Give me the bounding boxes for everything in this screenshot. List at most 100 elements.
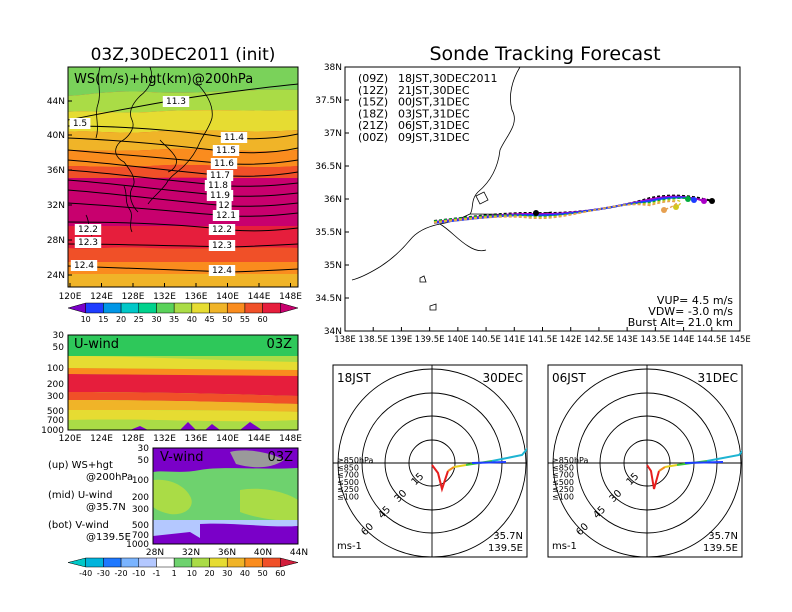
burst-point: [685, 196, 691, 202]
track-map-lon-ticks: 138E 138.5E 139E 139.5E 140E 140.5E 141E 141.5E…: [334, 327, 751, 345]
hodo-level-label: ≤100: [337, 493, 359, 502]
height-label-box: [206, 190, 234, 201]
run-code: (00Z): [358, 131, 388, 144]
bot-colorbar-swatch: [226, 557, 246, 568]
upper-lat-tick: 40N: [47, 131, 65, 141]
upper-colorbar-label: 50: [222, 315, 232, 324]
hodo-level-label: ≤500: [337, 478, 359, 487]
bot-colorbar-label: -30: [97, 569, 110, 578]
mid-lon-tick: 148E: [279, 434, 302, 444]
mid-pressure-tick: 100: [47, 364, 64, 374]
height-label: 12.1: [216, 211, 236, 221]
track-line: [433, 200, 678, 224]
upper-lon-tick: 148E: [279, 292, 302, 302]
bot-colorbar-label: 50: [258, 569, 268, 578]
mid-lon-tick: 132E: [153, 434, 176, 444]
upper-colorbar-swatch: [156, 302, 175, 314]
hodo-trace: [664, 464, 678, 468]
bot-pressure-tick: 700: [132, 531, 149, 541]
run-jst: 06JST,31DEC: [398, 119, 470, 132]
bot-colorbar-label: -1: [152, 569, 160, 578]
map-lon-tick: 143E: [616, 335, 638, 345]
map-lat-tick: 36.5N: [315, 162, 342, 172]
mid-pressure-tick: 500: [47, 407, 64, 417]
map-lon-tick: 140E: [447, 335, 469, 345]
upper-lat-tick: 24N: [47, 271, 65, 281]
bot-colorbar-label: -10: [132, 569, 145, 578]
hodograph-30dec: 15304560≥850hPa≤850≤700≤500≤250≤10018JST…: [332, 364, 528, 558]
map-lat-tick: 34.5N: [315, 294, 342, 304]
bot-colorbar-swatch: [120, 557, 140, 568]
hodo-lon: 139.5E: [703, 543, 738, 554]
upper-colorbar-label: 20: [116, 315, 126, 324]
bot-pressure-tick: 300: [132, 505, 149, 515]
bot-colorbar-swatch: [67, 557, 86, 568]
upper-band-9: [68, 262, 298, 274]
hodo-level-label: ≥850hPa: [552, 456, 589, 465]
hodo-unit: ms-1: [337, 541, 362, 552]
run-code: (12Z): [358, 84, 388, 97]
hodo-date: 30DEC: [483, 371, 523, 385]
upper-colorbar-label: 40: [187, 315, 197, 324]
map-lon-tick: 142E: [560, 335, 582, 345]
height-label-box: [210, 158, 238, 169]
height-label-box: [70, 260, 98, 271]
height-label: 12.4: [74, 261, 94, 271]
run-jst: 21JST,30DEC: [398, 84, 470, 97]
height-label: 11.6: [214, 159, 234, 169]
track-map-panel: 38N 37.5N 37N 36.5N 36N 35.5N 35N 34.5N 34N 138E…: [315, 63, 751, 345]
bot-gray-patch: [230, 450, 284, 468]
run-code: (21Z): [358, 119, 388, 132]
upper-lon-tick: 140E: [216, 292, 239, 302]
upper-band-8: [68, 247, 298, 262]
hodo-trace: [646, 464, 660, 490]
upper-colorbar-label: 10: [81, 315, 91, 324]
height-label: 1.5: [73, 119, 87, 129]
upper-lat-ticks: 44N 40N 36N 32N 28N 24N: [47, 97, 72, 281]
bot-lat-tick: 32N: [182, 548, 200, 558]
upper-colorbar-label: 15: [98, 315, 108, 324]
mid-lon-tick: 136E: [185, 434, 208, 444]
track-map-lat-ticks: 38N 37.5N 37N 36.5N 36N 35.5N 35N 34.5N 34N: [315, 63, 349, 337]
height-label-box: [216, 200, 232, 211]
bot-pressure-tick: 50: [138, 456, 150, 466]
bot-colorbar-label: 40: [240, 569, 250, 578]
bot-pressure-tick: 200: [132, 493, 149, 503]
burst-point: [701, 198, 707, 204]
upper-colorbar-swatch: [67, 302, 86, 314]
upper-frame: [67, 66, 299, 288]
mid-pressure-tick: 50: [53, 343, 65, 353]
burst-point: [673, 204, 679, 210]
mid-band-1: [68, 356, 298, 370]
run-jst: 09JST,31DEC: [398, 131, 470, 144]
bot-band-2: [240, 488, 298, 521]
bot-panel-label: V-wind: [160, 450, 204, 465]
mid-pressure-tick: 30: [53, 331, 65, 341]
bot-colorbar-swatch: [244, 557, 263, 568]
run-jst: 03JST,31DEC: [398, 107, 470, 120]
height-label-box: [69, 118, 91, 129]
hodo-trace: [684, 461, 724, 464]
upper-colorbar-swatch: [138, 302, 157, 314]
track-lines: [433, 194, 715, 224]
height-label: 12.2: [212, 225, 232, 235]
upper-colorbar-swatch: [120, 302, 140, 314]
mid-band-2: [68, 368, 298, 376]
map-lon-tick: 144E: [673, 335, 695, 345]
mid-band-4: [68, 400, 298, 412]
upper-lon-ticks: 120E 124E 128E 132E 136E 140E 144E 148E: [59, 283, 302, 302]
bot-panel-time: 03Z: [268, 450, 294, 465]
upper-colorbar-label: 25: [134, 315, 144, 324]
bot-pressure-tick: 30: [138, 444, 150, 454]
hodo-unit: ms-1: [552, 541, 577, 552]
hodo-level-label: ≤850: [552, 463, 574, 472]
bot-pressure-tick: 1000: [126, 540, 149, 550]
bot-pressure-tick: 100: [132, 476, 149, 486]
map-lat-tick: 34N: [324, 327, 342, 337]
upper-colorbar-swatch: [173, 302, 193, 314]
hodo-lon: 139.5E: [488, 543, 523, 554]
hodo-trace: [471, 461, 507, 464]
